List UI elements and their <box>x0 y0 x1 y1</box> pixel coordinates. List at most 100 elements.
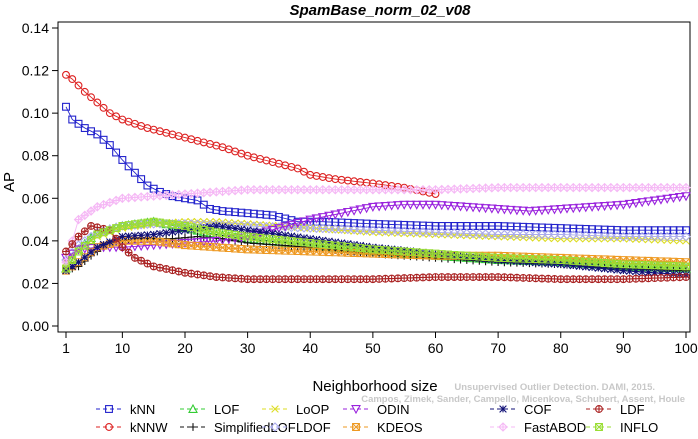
data-point-ODIN <box>549 205 560 215</box>
data-point-COF <box>657 269 665 277</box>
data-point-LDOF <box>317 223 328 234</box>
data-point-kNNW <box>74 81 83 90</box>
data-point-LDOF <box>299 223 309 233</box>
data-point-LDF <box>124 248 133 257</box>
data-point-LDOF <box>493 229 503 240</box>
data-point-INFLO <box>112 224 121 233</box>
data-point-COF <box>394 246 402 254</box>
legend-item-kNN: kNN <box>96 402 155 417</box>
data-point-LDOF <box>587 230 597 241</box>
data-point-LDOF <box>468 228 478 239</box>
data-point-ODIN <box>455 202 466 212</box>
data-point-ODIN <box>461 202 472 212</box>
data-point-COF <box>68 262 77 271</box>
legend-item-ODIN: ODIN <box>343 402 410 417</box>
data-point-kNN <box>130 168 139 177</box>
data-point-LDOF <box>474 229 485 239</box>
data-point-COF <box>582 263 590 271</box>
data-point-ODIN <box>505 205 516 215</box>
data-point-LDF <box>174 267 183 276</box>
data-point-ODIN <box>530 206 541 216</box>
data-point-COF <box>456 252 465 260</box>
data-point-COF <box>93 243 102 252</box>
data-point-COF <box>237 225 246 234</box>
data-point-LDOF <box>674 231 685 242</box>
data-point-COF <box>256 228 264 236</box>
data-point-LDOF <box>543 229 554 240</box>
data-point-LDOF <box>411 226 422 237</box>
data-point-ODIN <box>436 201 447 211</box>
data-point-LDOF <box>330 224 341 234</box>
data-point-ODIN <box>618 200 629 210</box>
y-tick-label: 0.00 <box>22 318 49 334</box>
data-point-LDOF <box>324 223 334 234</box>
data-point-COF <box>500 256 509 265</box>
data-point-LDOF <box>499 229 510 240</box>
data-point-ODIN <box>292 219 303 229</box>
data-point-LDOF <box>424 227 435 237</box>
data-point-LDOF <box>593 230 604 241</box>
y-tick-label: 0.12 <box>22 63 49 79</box>
data-point-COF <box>231 224 239 233</box>
data-point-LDOF <box>386 226 397 236</box>
data-point-LDF <box>149 262 158 271</box>
data-point-LDOF <box>555 229 566 240</box>
data-point-COF <box>588 263 596 272</box>
data-point-COF <box>162 228 170 237</box>
legend-label-kNNW: kNNW <box>130 420 168 434</box>
data-point-ODIN <box>267 225 278 235</box>
legend-marker-kNN <box>105 405 113 413</box>
data-point-INFLO <box>80 241 89 250</box>
data-point-ODIN <box>386 201 397 211</box>
data-point-kNN <box>105 141 114 150</box>
legend-marker-LoOP <box>271 405 279 413</box>
data-point-COF <box>350 240 358 249</box>
data-point-LDOF <box>668 231 679 242</box>
watermark-line-2: Campos, Zimek, Sander, Campello, Micenko… <box>361 394 685 405</box>
data-point-ODIN <box>361 204 372 214</box>
data-point-COF <box>131 231 139 240</box>
data-point-LDF <box>155 263 164 272</box>
data-point-ODIN <box>349 206 360 216</box>
data-point-LDOF <box>662 231 672 242</box>
legend-marker-LOF <box>188 403 198 413</box>
data-point-COF <box>87 248 95 256</box>
data-point-ODIN <box>574 203 585 213</box>
data-point-kNNW <box>112 112 121 121</box>
data-point-LDOF <box>618 231 629 242</box>
data-point-kNN <box>68 115 77 124</box>
y-tick-label: 0.14 <box>22 20 49 36</box>
data-point-COF <box>106 238 114 246</box>
data-point-ODIN <box>587 202 597 212</box>
data-point-LDOF <box>292 222 303 233</box>
data-point-ODIN <box>324 211 334 221</box>
data-point-ODIN <box>493 204 504 215</box>
data-point-LDF <box>682 273 690 281</box>
data-point-kNN <box>74 119 83 128</box>
data-point-COF <box>225 223 233 232</box>
data-point-ODIN <box>317 213 328 223</box>
data-point-COF <box>406 247 415 255</box>
data-point-LDOF <box>606 231 616 241</box>
data-point-LDOF <box>512 229 522 240</box>
y-axis-label: AP <box>1 172 18 192</box>
data-point-LDOF <box>505 229 516 240</box>
data-point-COF <box>381 244 390 253</box>
data-point-COF <box>300 234 308 242</box>
x-tick-label: 70 <box>490 340 506 356</box>
data-point-LoOP <box>650 236 659 244</box>
legend-item-INFLO: INFLO <box>586 420 658 435</box>
data-point-COF <box>181 226 189 235</box>
legend-item-LOF: LOF <box>180 402 239 417</box>
legend-label-LDOF: LDOF <box>296 420 331 434</box>
data-point-LDOF <box>436 227 447 238</box>
data-point-kNN <box>137 175 146 184</box>
data-point-LDOF <box>681 231 691 242</box>
data-point-COF <box>287 232 296 240</box>
data-point-ODIN <box>399 200 410 210</box>
data-point-COF <box>650 268 659 277</box>
data-point-kNNW <box>105 109 114 118</box>
legend-marker-COF <box>499 405 507 413</box>
data-point-LDOF <box>462 228 472 239</box>
data-point-LDOF <box>311 223 322 234</box>
